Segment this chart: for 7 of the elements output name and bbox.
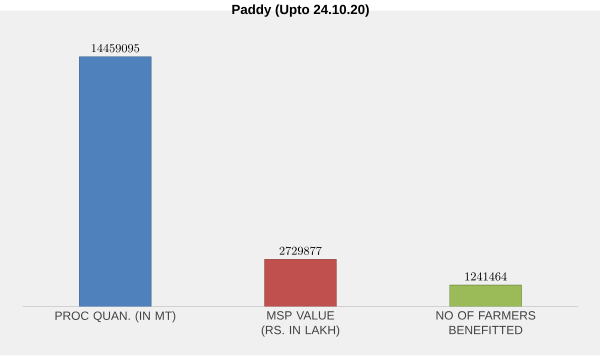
- x-tick-label: MSP VALUE (RS. IN LAKH): [262, 311, 340, 337]
- data-label: 2729877: [280, 246, 322, 256]
- x-tick-label: NO OF FARMERS BENEFITTED: [436, 311, 536, 334]
- data-label: 1241464: [465, 272, 507, 281]
- data-label: 14459095: [92, 44, 140, 53]
- chart-title: Paddy (Upto 24.10.20): [232, 4, 369, 17]
- x-tick-label: PROC QUAN. (IN MT): [55, 311, 176, 323]
